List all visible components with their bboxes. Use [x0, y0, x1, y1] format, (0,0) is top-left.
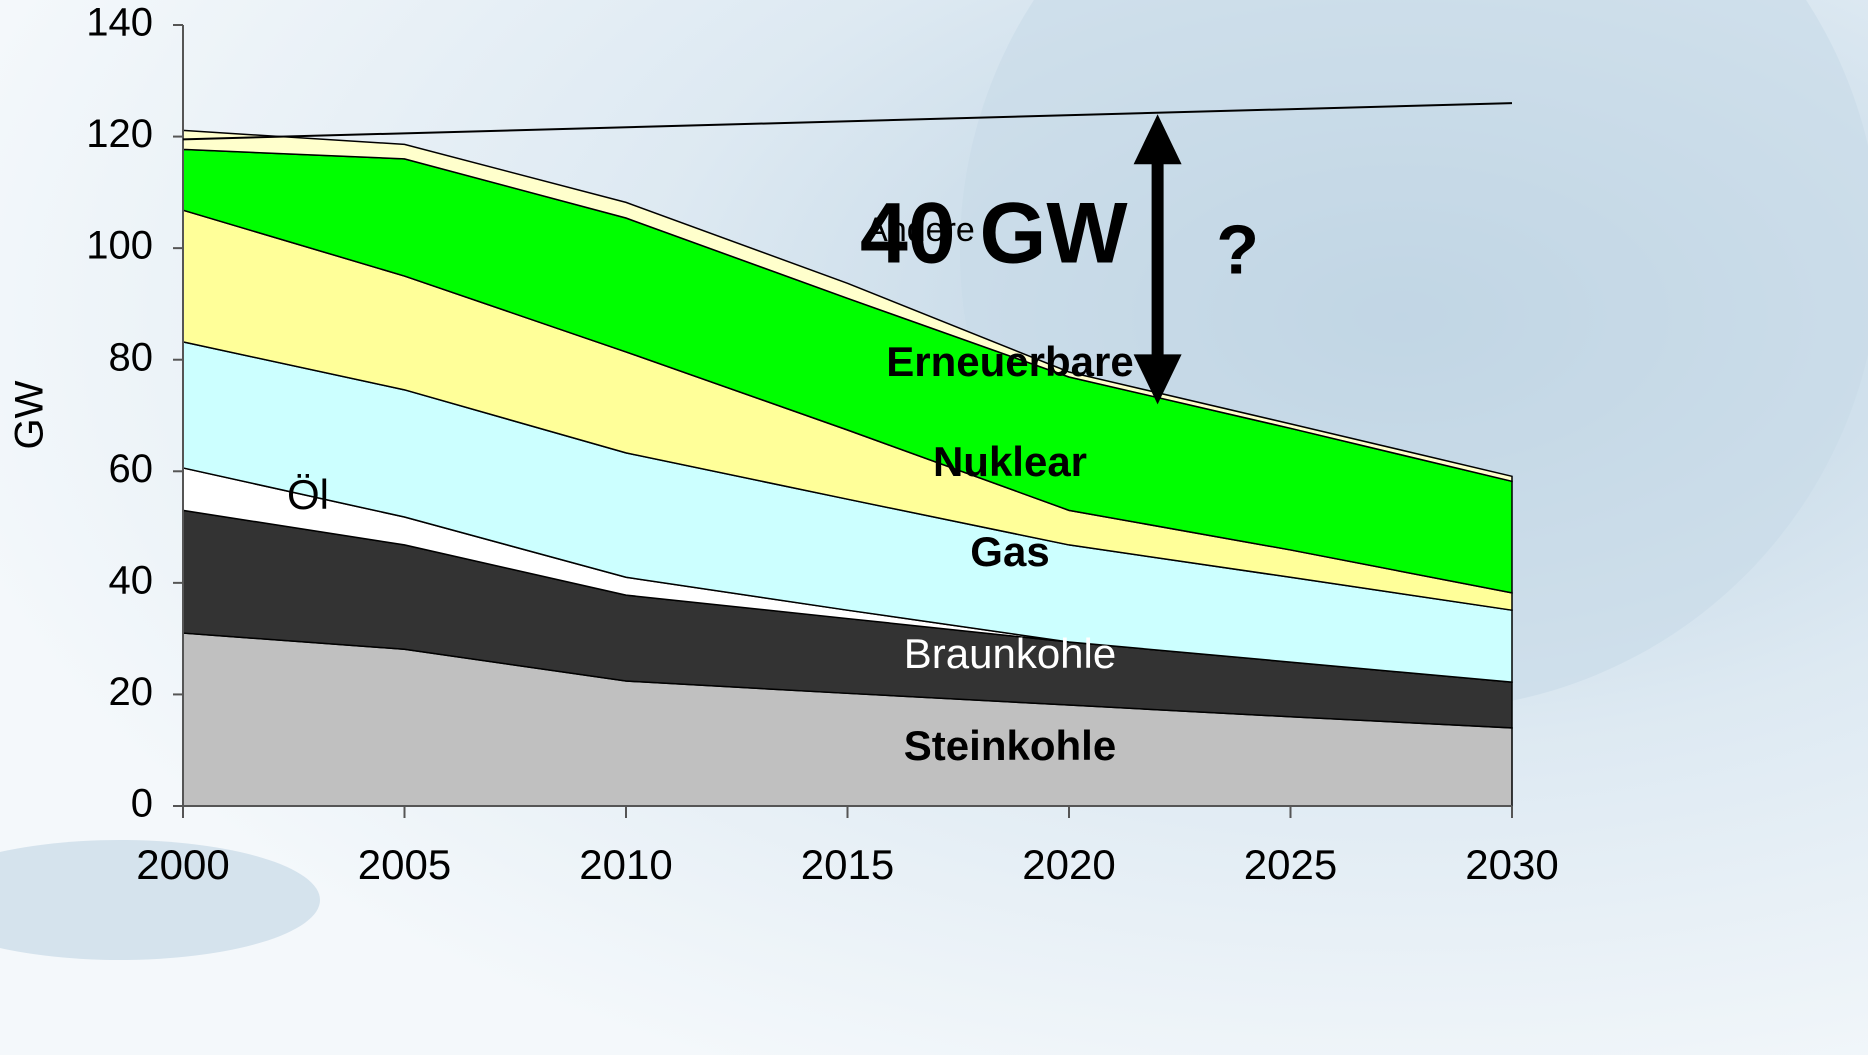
y-tick-label: 0	[131, 782, 153, 826]
series-label: Öl	[287, 471, 329, 518]
gap-label: 40 GW	[860, 186, 1128, 282]
x-tick-label: 2005	[358, 841, 451, 888]
y-tick-label: 100	[86, 224, 153, 268]
gap-note: ?	[1216, 210, 1259, 288]
demand-line	[182, 102, 1513, 141]
y-tick-label: 120	[86, 112, 153, 156]
x-tick-label: 2020	[1022, 841, 1115, 888]
y-tick-label: 140	[86, 1, 153, 45]
series-label: Erneuerbare	[886, 338, 1133, 385]
series-label: Nuklear	[933, 438, 1087, 485]
series-label: Andere	[865, 211, 975, 249]
series-label: Steinkohle	[904, 722, 1116, 769]
x-tick-label: 2015	[801, 841, 894, 888]
y-tick-label: 60	[109, 447, 154, 491]
x-tick-label: 2025	[1244, 841, 1337, 888]
x-tick-label: 2010	[579, 841, 672, 888]
y-tick-label: 20	[109, 670, 154, 714]
y-tick-label: 40	[109, 558, 154, 602]
series-label: Braunkohle	[904, 630, 1116, 677]
y-axis-label: GW	[8, 380, 52, 449]
y-tick-label: 80	[109, 335, 154, 379]
series-label: Gas	[970, 528, 1049, 575]
x-tick-label: 2030	[1465, 841, 1558, 888]
puzzle-decoration	[0, 840, 320, 960]
gap-arrow-head	[1133, 354, 1182, 405]
x-tick-label: 2000	[136, 841, 229, 888]
gap-arrow-head	[1133, 114, 1182, 165]
area	[182, 129, 1513, 483]
